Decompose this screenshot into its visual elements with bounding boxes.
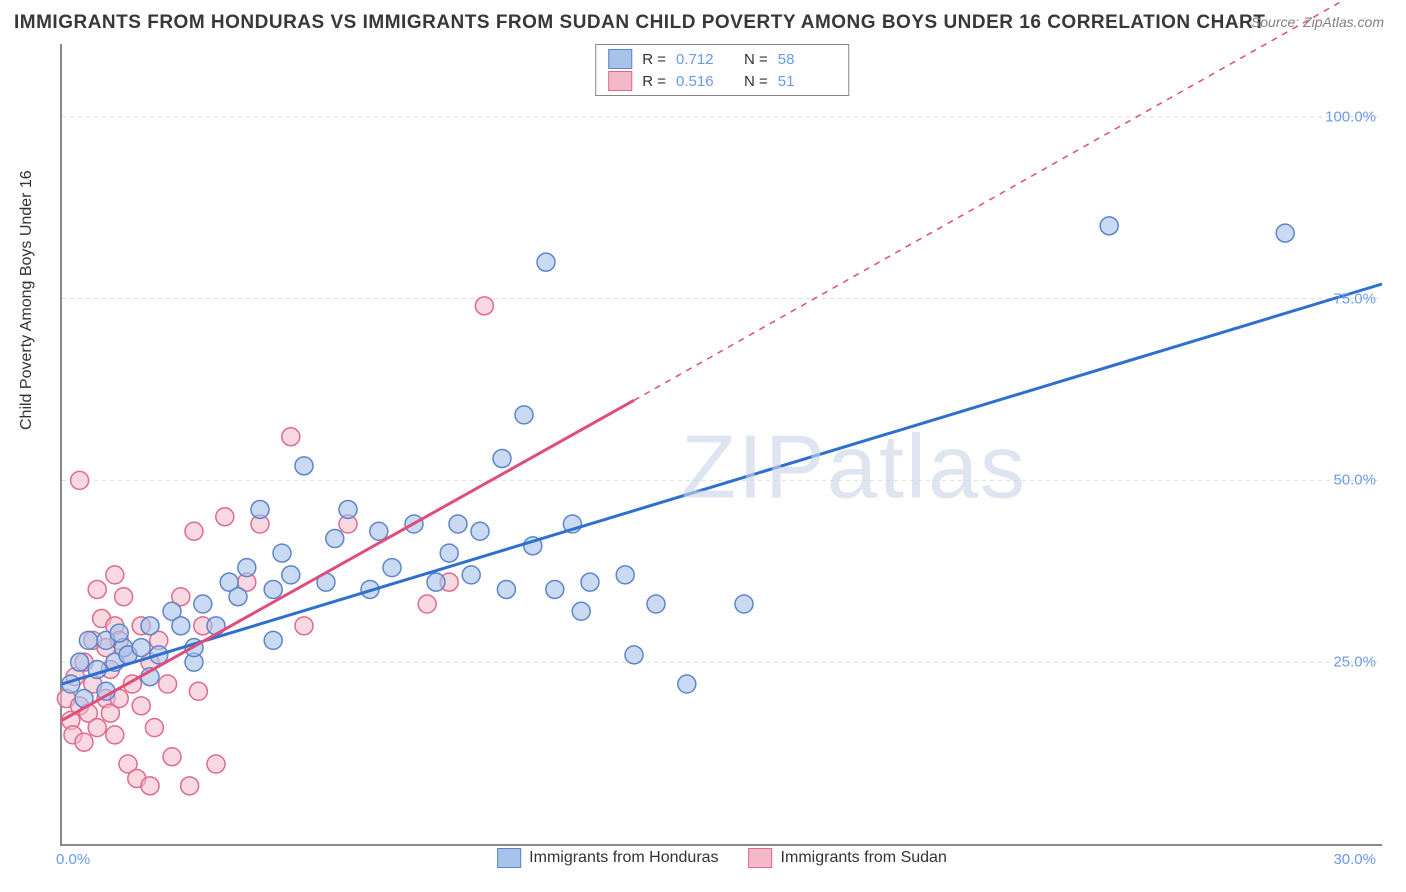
legend-swatch xyxy=(497,848,521,868)
legend-swatch xyxy=(608,49,632,69)
y-tick-label: 25.0% xyxy=(1333,654,1376,671)
chart-plot-area: ZIPatlas R = 0.712 N = 58 R = 0.516 N = … xyxy=(60,44,1382,846)
legend-item: Immigrants from Honduras xyxy=(497,848,718,868)
stats-legend-row: R = 0.712 N = 58 xyxy=(608,49,836,69)
series-legend: Immigrants from Honduras Immigrants from… xyxy=(497,848,947,868)
x-axis-max-label: 30.0% xyxy=(1333,851,1376,868)
y-tick-label: 100.0% xyxy=(1325,108,1376,125)
y-tick-label: 75.0% xyxy=(1333,290,1376,307)
y-tick-label: 50.0% xyxy=(1333,472,1376,489)
r-label: R = xyxy=(642,73,666,90)
x-axis-min-label: 0.0% xyxy=(56,851,90,868)
n-value: 58 xyxy=(778,51,836,68)
legend-item: Immigrants from Sudan xyxy=(749,848,947,868)
r-label: R = xyxy=(642,51,666,68)
stats-legend-row: R = 0.516 N = 51 xyxy=(608,71,836,91)
r-value: 0.712 xyxy=(676,51,734,68)
n-value: 51 xyxy=(778,73,836,90)
n-label: N = xyxy=(744,73,768,90)
chart-title: IMMIGRANTS FROM HONDURAS VS IMMIGRANTS F… xyxy=(14,12,1265,34)
source-attribution: Source: ZipAtlas.com xyxy=(1251,14,1384,30)
scatter-svg xyxy=(62,44,1382,844)
legend-swatch xyxy=(608,71,632,91)
stats-legend: R = 0.712 N = 58 R = 0.516 N = 51 xyxy=(595,44,849,96)
n-label: N = xyxy=(744,51,768,68)
y-axis-label: Child Poverty Among Boys Under 16 xyxy=(18,170,36,430)
legend-swatch xyxy=(749,848,773,868)
legend-label: Immigrants from Honduras xyxy=(529,849,718,867)
legend-label: Immigrants from Sudan xyxy=(781,849,947,867)
r-value: 0.516 xyxy=(676,73,734,90)
